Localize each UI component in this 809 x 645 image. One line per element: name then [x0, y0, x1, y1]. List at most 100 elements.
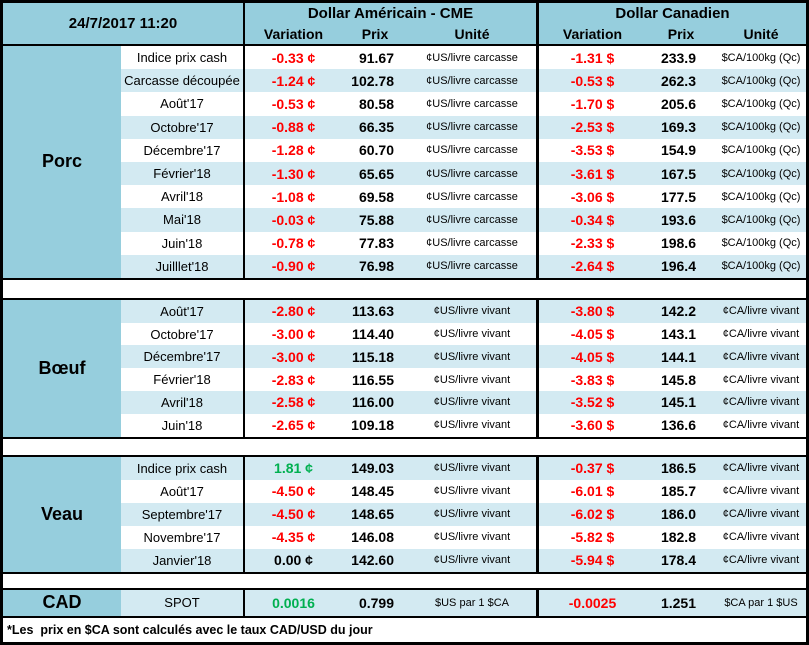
usd-variation-value: -3.00 ¢ [243, 322, 342, 346]
usd-prix-value: 91.67 [358, 49, 394, 66]
row-label: Mai'18 [121, 208, 243, 232]
cad-prix-value: 178.4 [646, 548, 716, 572]
cad-variation-value: -2.53 $ [536, 115, 646, 139]
usd-prix-value: 113.63 [342, 299, 408, 323]
section-gap [3, 436, 806, 457]
section-porc: Porc Indice prix cash -0.33 ¢ 91.67 ¢US/livr… [3, 46, 806, 278]
row-label: Août'17 [121, 299, 243, 323]
section-veau: Veau Indice prix cash 1.81 ¢ 149.03 ¢US/livr… [3, 456, 806, 572]
cad-prix-value: 143.1 [660, 326, 696, 343]
cad-variation-value: -1.70 $ [536, 92, 646, 116]
usd-variation-value: -2.58 ¢ [243, 391, 342, 414]
usd-unite-label: ¢US/livre carcasse [408, 161, 536, 186]
cad-variation-value: -0.53 $ [536, 69, 646, 93]
row-label: Carcasse découpée [121, 69, 243, 93]
cad-prix-value: 177.5 [660, 188, 696, 205]
usd-unite-label: ¢US/livre carcasse [426, 144, 518, 157]
cad-unite-label: ¢CA/livre vivant [722, 419, 800, 432]
row-label: Décembre'17 [143, 142, 221, 158]
usd-prix-value: 114.40 [351, 326, 394, 343]
usd-variation-value: 0.00 ¢ [243, 548, 342, 572]
cad-prix-value: 142.2 [646, 299, 716, 323]
row-label: Février'18 [153, 372, 211, 388]
row-label: Indice prix cash [136, 50, 228, 66]
cad-unite-label: $CA/100kg (Qc) [721, 144, 801, 157]
cad-unite-label: $CA/100kg (Qc) [721, 97, 801, 110]
usd-unite-label: ¢US/livre carcasse [408, 208, 536, 232]
category-label-porc: Porc [3, 46, 121, 278]
cad-variation-value: -6.01 $ [536, 479, 646, 503]
usd-variation-value: 1.81 ¢ [243, 456, 342, 480]
row-label: Octobre'17 [121, 115, 243, 139]
usd-unite-label: ¢US/livre carcasse [426, 97, 518, 110]
cad-unite-label: $CA/100kg (Qc) [721, 190, 801, 203]
cad-prix-value: 182.8 [660, 529, 696, 546]
section-gap [3, 277, 806, 300]
cad-variation-value: -4.05 $ [536, 322, 646, 346]
cad-prix-value: 186.0 [646, 502, 716, 526]
cad-unite-label: ¢CA/livre vivant [716, 345, 806, 369]
cad-variation-value: -5.82 $ [536, 525, 646, 549]
row-label: Février'18 [121, 161, 243, 186]
cad-unite-label: ¢CA/livre vivant [722, 531, 800, 544]
usd-variation-value: -4.50 ¢ [243, 502, 342, 526]
usd-unite-label: ¢US/livre vivant [408, 502, 536, 526]
cad-unite-label: ¢CA/livre vivant [716, 391, 806, 414]
cad-unite-label: ¢CA/livre vivant [722, 373, 800, 386]
usd-variation-value: -0.88 ¢ [243, 115, 342, 139]
usd-variation-value: -3.00 ¢ [243, 345, 342, 369]
usd-variation-value: -0.33 ¢ [243, 46, 342, 70]
cad-prix-value: 205.6 [660, 95, 696, 112]
row-label: Indice prix cash [121, 456, 243, 480]
cad-unite-label: $CA/100kg (Qc) [716, 208, 806, 232]
row-label: Avril'18 [161, 189, 203, 205]
usd-unite-label: ¢US/livre vivant [408, 299, 536, 323]
usd-unite-label: ¢US/livre vivant [408, 391, 536, 414]
usd-prix-value: 69.58 [358, 188, 394, 205]
cad-variation-value: -4.05 $ [536, 345, 646, 369]
cad-unite-label: ¢CA/livre vivant [716, 502, 806, 526]
row-label: Août'17 [160, 96, 204, 112]
usd-unite-label: ¢US/livre carcasse [408, 115, 536, 139]
usd-variation-value: -0.03 ¢ [243, 208, 342, 232]
usd-prix-value: 77.83 [358, 235, 394, 252]
cad-prix-value: 145.1 [646, 391, 716, 414]
usd-unite-label: ¢US/livre vivant [408, 456, 536, 480]
usd-unite-label: ¢US/livre vivant [433, 328, 511, 341]
usd-prix-value: 75.88 [342, 208, 408, 232]
usd-variation-value: -2.65 ¢ [243, 413, 342, 437]
usd-unite-label: ¢US/livre carcasse [426, 51, 518, 64]
footnote: *Les prix en $CA sont calculés avec le t… [3, 615, 806, 642]
cad-prix-value: 136.6 [660, 417, 696, 434]
row-label: Juin'18 [161, 235, 203, 251]
cad-variation-value: -2.33 $ [536, 231, 646, 255]
usd-prix-value: 60.70 [358, 142, 394, 159]
usd-unite-label: ¢US/livre vivant [408, 345, 536, 369]
cad-variation-value: -3.60 $ [536, 413, 646, 437]
usd-prix-value: 142.60 [342, 548, 408, 572]
section-gap [3, 571, 806, 590]
usd-variation-value: -0.90 ¢ [243, 254, 342, 278]
cad-variation-value: -3.52 $ [536, 391, 646, 414]
usd-variation-value: 0.0016 [243, 589, 342, 616]
usd-prix-value: 116.00 [342, 391, 408, 414]
cad-group-title: Dollar Canadien [536, 3, 806, 24]
category-label-veau: Veau [3, 456, 121, 572]
usd-unite-label: ¢US/livre vivant [433, 531, 511, 544]
cad-unite-label: $CA/100kg (Qc) [716, 161, 806, 186]
usd-prix-value: 149.03 [342, 456, 408, 480]
usd-unite-label: ¢US/livre vivant [433, 419, 511, 432]
cad-variation-value: -3.06 $ [536, 185, 646, 209]
cad-prix-header: Prix [667, 26, 695, 42]
usd-unite-label: $US par 1 $CA [408, 589, 536, 616]
cad-unite-label: $CA/100kg (Qc) [716, 254, 806, 278]
usd-variation-value: -1.08 ¢ [243, 185, 342, 209]
cad-unite-label: $CA/100kg (Qc) [721, 237, 801, 250]
usd-prix-value: 109.18 [351, 417, 394, 434]
cad-variation-header: Variation [536, 24, 646, 44]
usd-variation-value: -2.80 ¢ [243, 299, 342, 323]
usd-unite-label: ¢US/livre carcasse [426, 190, 518, 203]
usd-unite-label: ¢US/livre carcasse [408, 69, 536, 93]
usd-prix-value: 80.58 [358, 95, 394, 112]
usd-prix-value: 148.65 [342, 502, 408, 526]
